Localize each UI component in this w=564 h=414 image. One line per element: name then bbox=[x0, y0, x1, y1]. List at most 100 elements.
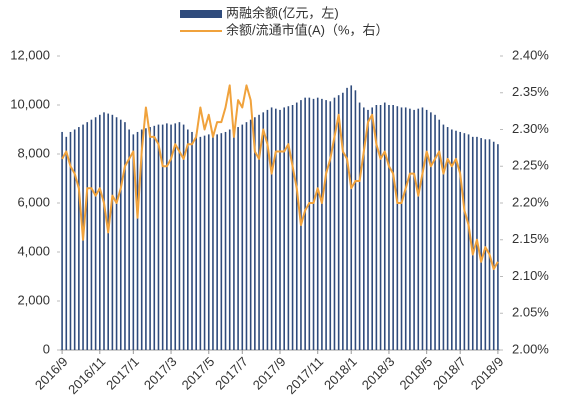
y-tick-label: 6,000 bbox=[17, 194, 50, 209]
bar bbox=[170, 124, 172, 350]
bar bbox=[421, 107, 424, 350]
bar bbox=[283, 107, 285, 350]
bar bbox=[451, 129, 453, 350]
bar bbox=[199, 136, 202, 350]
bar bbox=[166, 123, 168, 350]
bar bbox=[446, 127, 449, 350]
bar bbox=[233, 128, 235, 350]
x-tick-label: 2017/11 bbox=[283, 354, 326, 397]
bar bbox=[316, 97, 319, 351]
y2-tick-label: 2.15% bbox=[512, 231, 549, 246]
bar bbox=[430, 112, 432, 350]
bar bbox=[136, 131, 139, 350]
bar bbox=[174, 123, 177, 350]
bar bbox=[86, 122, 89, 351]
bar bbox=[346, 87, 348, 350]
bar bbox=[262, 112, 265, 350]
bar bbox=[119, 119, 122, 350]
bar bbox=[207, 134, 210, 350]
bar bbox=[111, 114, 114, 350]
bar bbox=[195, 134, 197, 350]
bar bbox=[392, 105, 394, 350]
y-tick-label: 0 bbox=[43, 341, 50, 356]
bar bbox=[417, 108, 420, 350]
bar bbox=[379, 105, 382, 350]
x-tick-label: 2018/3 bbox=[359, 354, 398, 393]
bar bbox=[78, 127, 80, 350]
bar bbox=[270, 107, 273, 350]
bar bbox=[249, 119, 252, 350]
bar bbox=[375, 105, 378, 350]
bar bbox=[367, 109, 369, 351]
bar bbox=[329, 101, 332, 350]
bar bbox=[459, 131, 461, 350]
bar bbox=[467, 134, 470, 350]
x-tick-label: 2018/5 bbox=[396, 354, 435, 393]
bar bbox=[90, 119, 93, 350]
bar bbox=[266, 109, 269, 351]
bar bbox=[492, 141, 495, 350]
bar bbox=[128, 129, 130, 350]
bar bbox=[295, 102, 298, 350]
bar bbox=[497, 144, 499, 350]
x-tick-label: 2018/7 bbox=[430, 354, 469, 393]
bar bbox=[342, 92, 344, 350]
bar bbox=[115, 117, 118, 350]
y2-tick-label: 2.30% bbox=[512, 121, 549, 136]
bar bbox=[350, 85, 353, 351]
bar bbox=[203, 135, 206, 350]
bar bbox=[400, 107, 403, 350]
bar bbox=[212, 136, 214, 350]
bar bbox=[228, 129, 231, 350]
y2-tick-label: 2.40% bbox=[512, 47, 549, 62]
bar bbox=[103, 112, 105, 350]
bar bbox=[275, 108, 277, 350]
x-tick-label: 2018/9 bbox=[468, 354, 507, 393]
bar bbox=[325, 100, 327, 350]
bar bbox=[488, 139, 491, 350]
bar bbox=[153, 125, 156, 350]
bar bbox=[132, 134, 135, 350]
legend: 两融余额(亿元，左) 余额/流通市值(A)（%，右） bbox=[180, 5, 389, 37]
bar bbox=[178, 122, 181, 351]
bar bbox=[237, 127, 239, 350]
bar bbox=[287, 106, 290, 350]
x-tick-label: 2018/1 bbox=[321, 354, 360, 393]
y-tick-label: 2,000 bbox=[17, 292, 50, 307]
bar bbox=[413, 109, 415, 351]
y2-tick-label: 2.25% bbox=[512, 158, 549, 173]
bar bbox=[161, 124, 164, 350]
bar bbox=[224, 131, 227, 350]
bar bbox=[354, 90, 357, 351]
x-tick-label: 2016/11 bbox=[65, 354, 108, 397]
bar bbox=[363, 107, 365, 350]
bar bbox=[182, 124, 185, 350]
bar bbox=[434, 114, 436, 350]
bar bbox=[388, 105, 390, 350]
y2-tick-label: 2.35% bbox=[512, 84, 549, 99]
x-tick-label: 2017/1 bbox=[103, 354, 142, 393]
bar bbox=[187, 129, 189, 350]
legend-swatch bbox=[180, 10, 222, 18]
legend-label: 两融余额(亿元，左) bbox=[226, 5, 339, 20]
bar bbox=[455, 130, 457, 350]
bar bbox=[73, 129, 76, 350]
y2-tick-label: 2.10% bbox=[512, 268, 549, 283]
bar bbox=[94, 117, 97, 350]
bar bbox=[254, 117, 256, 350]
bar bbox=[69, 131, 72, 350]
bar bbox=[442, 124, 445, 350]
bar bbox=[220, 133, 223, 350]
bar bbox=[291, 105, 294, 350]
y-tick-label: 10,000 bbox=[10, 96, 50, 111]
bar bbox=[409, 108, 411, 350]
bar bbox=[99, 114, 101, 350]
bar bbox=[191, 131, 193, 350]
bar bbox=[404, 107, 407, 350]
bar bbox=[484, 139, 487, 350]
bar bbox=[337, 95, 340, 350]
y-tick-label: 8,000 bbox=[17, 145, 50, 160]
y2-tick-label: 2.05% bbox=[512, 305, 549, 320]
y2-tick-label: 2.00% bbox=[512, 341, 549, 356]
